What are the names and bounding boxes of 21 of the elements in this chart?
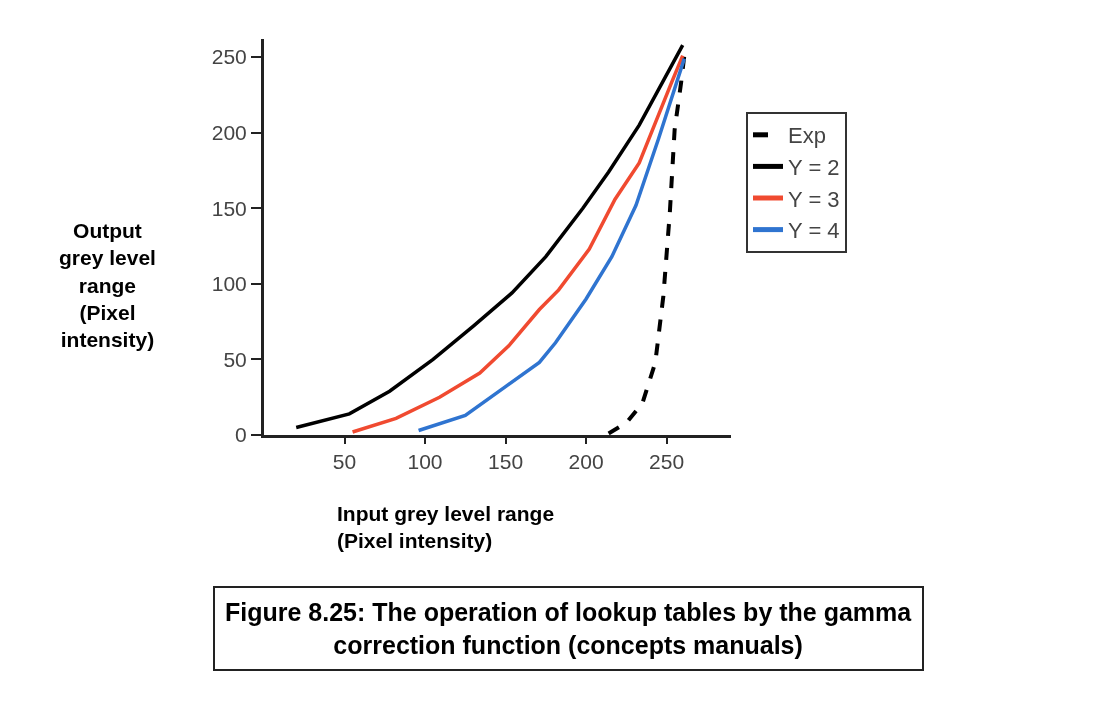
y-tick-label: 150 xyxy=(211,196,247,220)
x-tick-label: 100 xyxy=(407,450,443,474)
y-tick-label: 0 xyxy=(235,423,247,447)
legend-label: Y = 2 xyxy=(788,154,840,180)
y-tick-label: 50 xyxy=(223,347,247,371)
line-series xyxy=(416,56,687,433)
x-axis-title: Input grey level range (Pixel intensity) xyxy=(337,502,555,553)
x-tick-label: 200 xyxy=(568,450,604,474)
legend-label: Y = 3 xyxy=(788,186,840,212)
legend-label: Exp xyxy=(788,123,826,149)
y-axis-title: Output grey level range (Pixel intensity) xyxy=(59,219,156,352)
y-tick-label: 250 xyxy=(211,45,247,69)
y-tick-label: 200 xyxy=(211,121,247,145)
x-tick-label: 50 xyxy=(332,450,357,474)
line-series xyxy=(350,53,685,434)
line-series xyxy=(294,43,685,430)
x-tick-label: 150 xyxy=(488,450,524,474)
y-tick-label: 100 xyxy=(211,272,247,296)
x-tick-label: 250 xyxy=(649,450,685,474)
legend-label: Y = 4 xyxy=(788,218,840,244)
caption: Figure 8.25: The operation of lookup tables by the gamma correction function (concepts manuals) xyxy=(225,598,913,659)
